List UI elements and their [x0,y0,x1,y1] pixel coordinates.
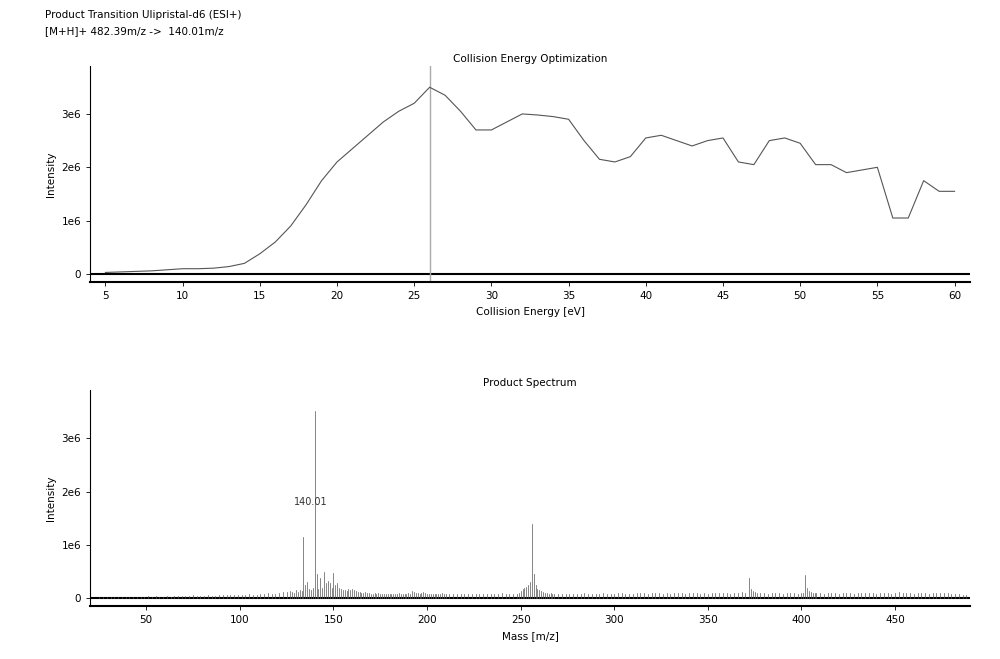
Title: Product Spectrum: Product Spectrum [483,378,577,388]
X-axis label: Mass [m/z]: Mass [m/z] [502,631,558,641]
Y-axis label: Intensity: Intensity [46,475,56,521]
Y-axis label: Intensity: Intensity [46,151,56,197]
Text: Product Transition Ulipristal-d6 (ESI+): Product Transition Ulipristal-d6 (ESI+) [45,10,242,20]
Text: [M+H]+ 482.39m/z ->  140.01m/z: [M+H]+ 482.39m/z -> 140.01m/z [45,26,224,36]
Text: 140.01: 140.01 [294,497,328,507]
Title: Collision Energy Optimization: Collision Energy Optimization [453,54,607,64]
X-axis label: Collision Energy [eV]: Collision Energy [eV] [476,306,584,316]
